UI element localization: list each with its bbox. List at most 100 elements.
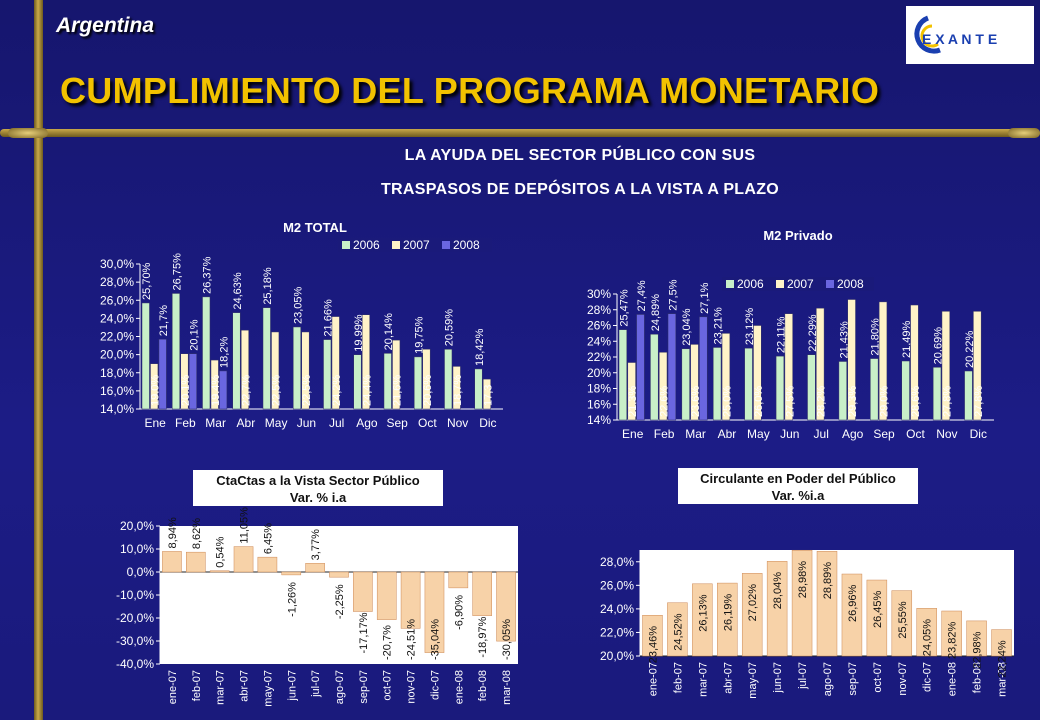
y-tick-label: 18% [587,382,611,396]
data-label: 28,2% [816,386,828,417]
bar-2007-Sep [878,301,888,421]
bar-2008-Mar [219,370,228,410]
y-tick-label: 24% [587,334,611,348]
x-tick-label: mar-08 [997,662,1009,697]
data-label: 25,70% [141,262,153,300]
data-label: 23,04% [681,308,693,346]
data-label: 19,75% [413,316,425,354]
bar-2006-Abr [232,312,241,410]
legend-label-2006: 2006 [353,238,380,252]
legend-swatch-2006 [726,280,734,288]
data-label: 24,63% [232,272,244,310]
bar-2006-Feb [172,293,180,410]
y-tick-label: -10,0% [116,588,154,602]
x-tick-label: Feb [654,427,675,441]
bar-2006-Oct [414,356,422,410]
bar-2008-Mar [699,316,708,421]
bar-sep-07 [353,571,373,612]
legend-box [722,277,874,291]
x-tick-label: Ago [842,427,864,441]
y-tick-label: 20,0% [600,649,634,663]
data-label: 26,13% [697,594,709,632]
data-label: 27,1% [699,282,711,313]
bar-2007-Jun [784,313,793,421]
data-label: 28,6% [910,386,922,417]
x-tick-label: jul-07 [310,670,322,698]
bar-mar-08 [991,629,1012,657]
rule-end-right [1008,128,1040,138]
bar-may-07 [741,573,763,657]
bar-2007-Oct [910,304,919,421]
bar-2007-Ene [150,363,159,410]
x-tick-label: Oct [418,416,437,430]
bar-feb-08 [966,620,987,657]
data-label: 18,2% [219,337,231,368]
y-tick-label: 14,0% [100,402,134,416]
data-label: 27,8% [941,386,953,417]
bar-2007-Nov [452,366,461,410]
data-label: 22,29% [807,314,819,352]
chart-subtitle: Var. % i.a [290,490,347,505]
data-label: 20,22% [964,330,976,368]
data-label: 24,52% [672,613,684,651]
data-label: 23,21% [713,307,725,345]
data-label: 26,45% [872,591,884,629]
data-label: 24,89% [650,294,662,332]
x-tick-label: mar-07 [697,662,709,697]
chart-title-box [193,470,443,506]
bar-2007-Abr [240,329,249,410]
legend-label-2006: 2006 [737,277,764,291]
bar-2007-Sep [392,339,401,410]
y-tick-label: 22,0% [100,330,134,344]
y-tick-label: 26% [587,319,611,333]
data-label: 26,75% [171,253,183,291]
legend-swatch-2008 [826,280,834,288]
data-label: 28,89% [822,562,834,600]
bar-abr-07 [233,546,254,573]
bar-2008-Ene [636,314,645,421]
data-label: 23,46% [647,626,659,664]
bar-feb-07 [667,602,688,657]
x-tick-label: abr-07 [722,662,734,694]
data-label: 25,47% [618,289,630,327]
x-tick-label: Jun [780,427,799,441]
data-label: 21,7% [158,305,170,336]
data-label: 22,5% [271,375,283,406]
data-label: 8,62% [191,518,203,549]
x-tick-label: ago-07 [822,662,834,696]
x-tick-label: oct-07 [382,670,394,701]
bar-2006-Nov [932,367,942,421]
bar-2008-Feb [667,313,677,421]
data-label: 8,94% [167,517,179,548]
data-label: 17,3 [482,385,494,406]
exante-logo: E X A N T E [906,6,1034,64]
x-tick-label: Oct [906,427,925,441]
bar-dic-07 [424,571,445,653]
x-tick-label: May [265,416,288,430]
data-label: 22,11% [775,316,787,353]
data-label: 26,96% [847,584,859,622]
data-label: 24,2% [331,375,343,406]
x-tick-label: Nov [936,427,957,441]
y-tick-label: 22% [587,350,611,364]
bar-2008-Ene [158,338,167,410]
data-label: 22,7% [240,375,252,406]
bar-2006-Ago [838,361,847,421]
x-tick-label: feb-07 [672,662,684,693]
x-tick-label: Nov [447,416,468,430]
legend-label-2008: 2008 [453,238,480,252]
bar-2007-May [271,331,280,410]
chart-title: M2 TOTAL [283,220,347,235]
x-tick-label: sep-07 [358,670,370,704]
data-label: 22,98% [972,631,984,669]
data-label: 26,37% [202,256,214,294]
subtitle-line-2: TRASPASOS DE DEPÓSITOS A LA VISTA A PLAZ… [380,181,780,198]
bar-feb-08 [472,571,492,616]
x-tick-label: Jun [297,416,316,430]
bar-ene-08 [941,610,962,657]
data-label: 18,42% [474,328,486,366]
bar-abr-07 [717,582,738,657]
x-tick-label: abr-07 [239,670,251,702]
data-label: 21,80% [870,318,882,356]
bar-2008-Feb [188,353,197,410]
